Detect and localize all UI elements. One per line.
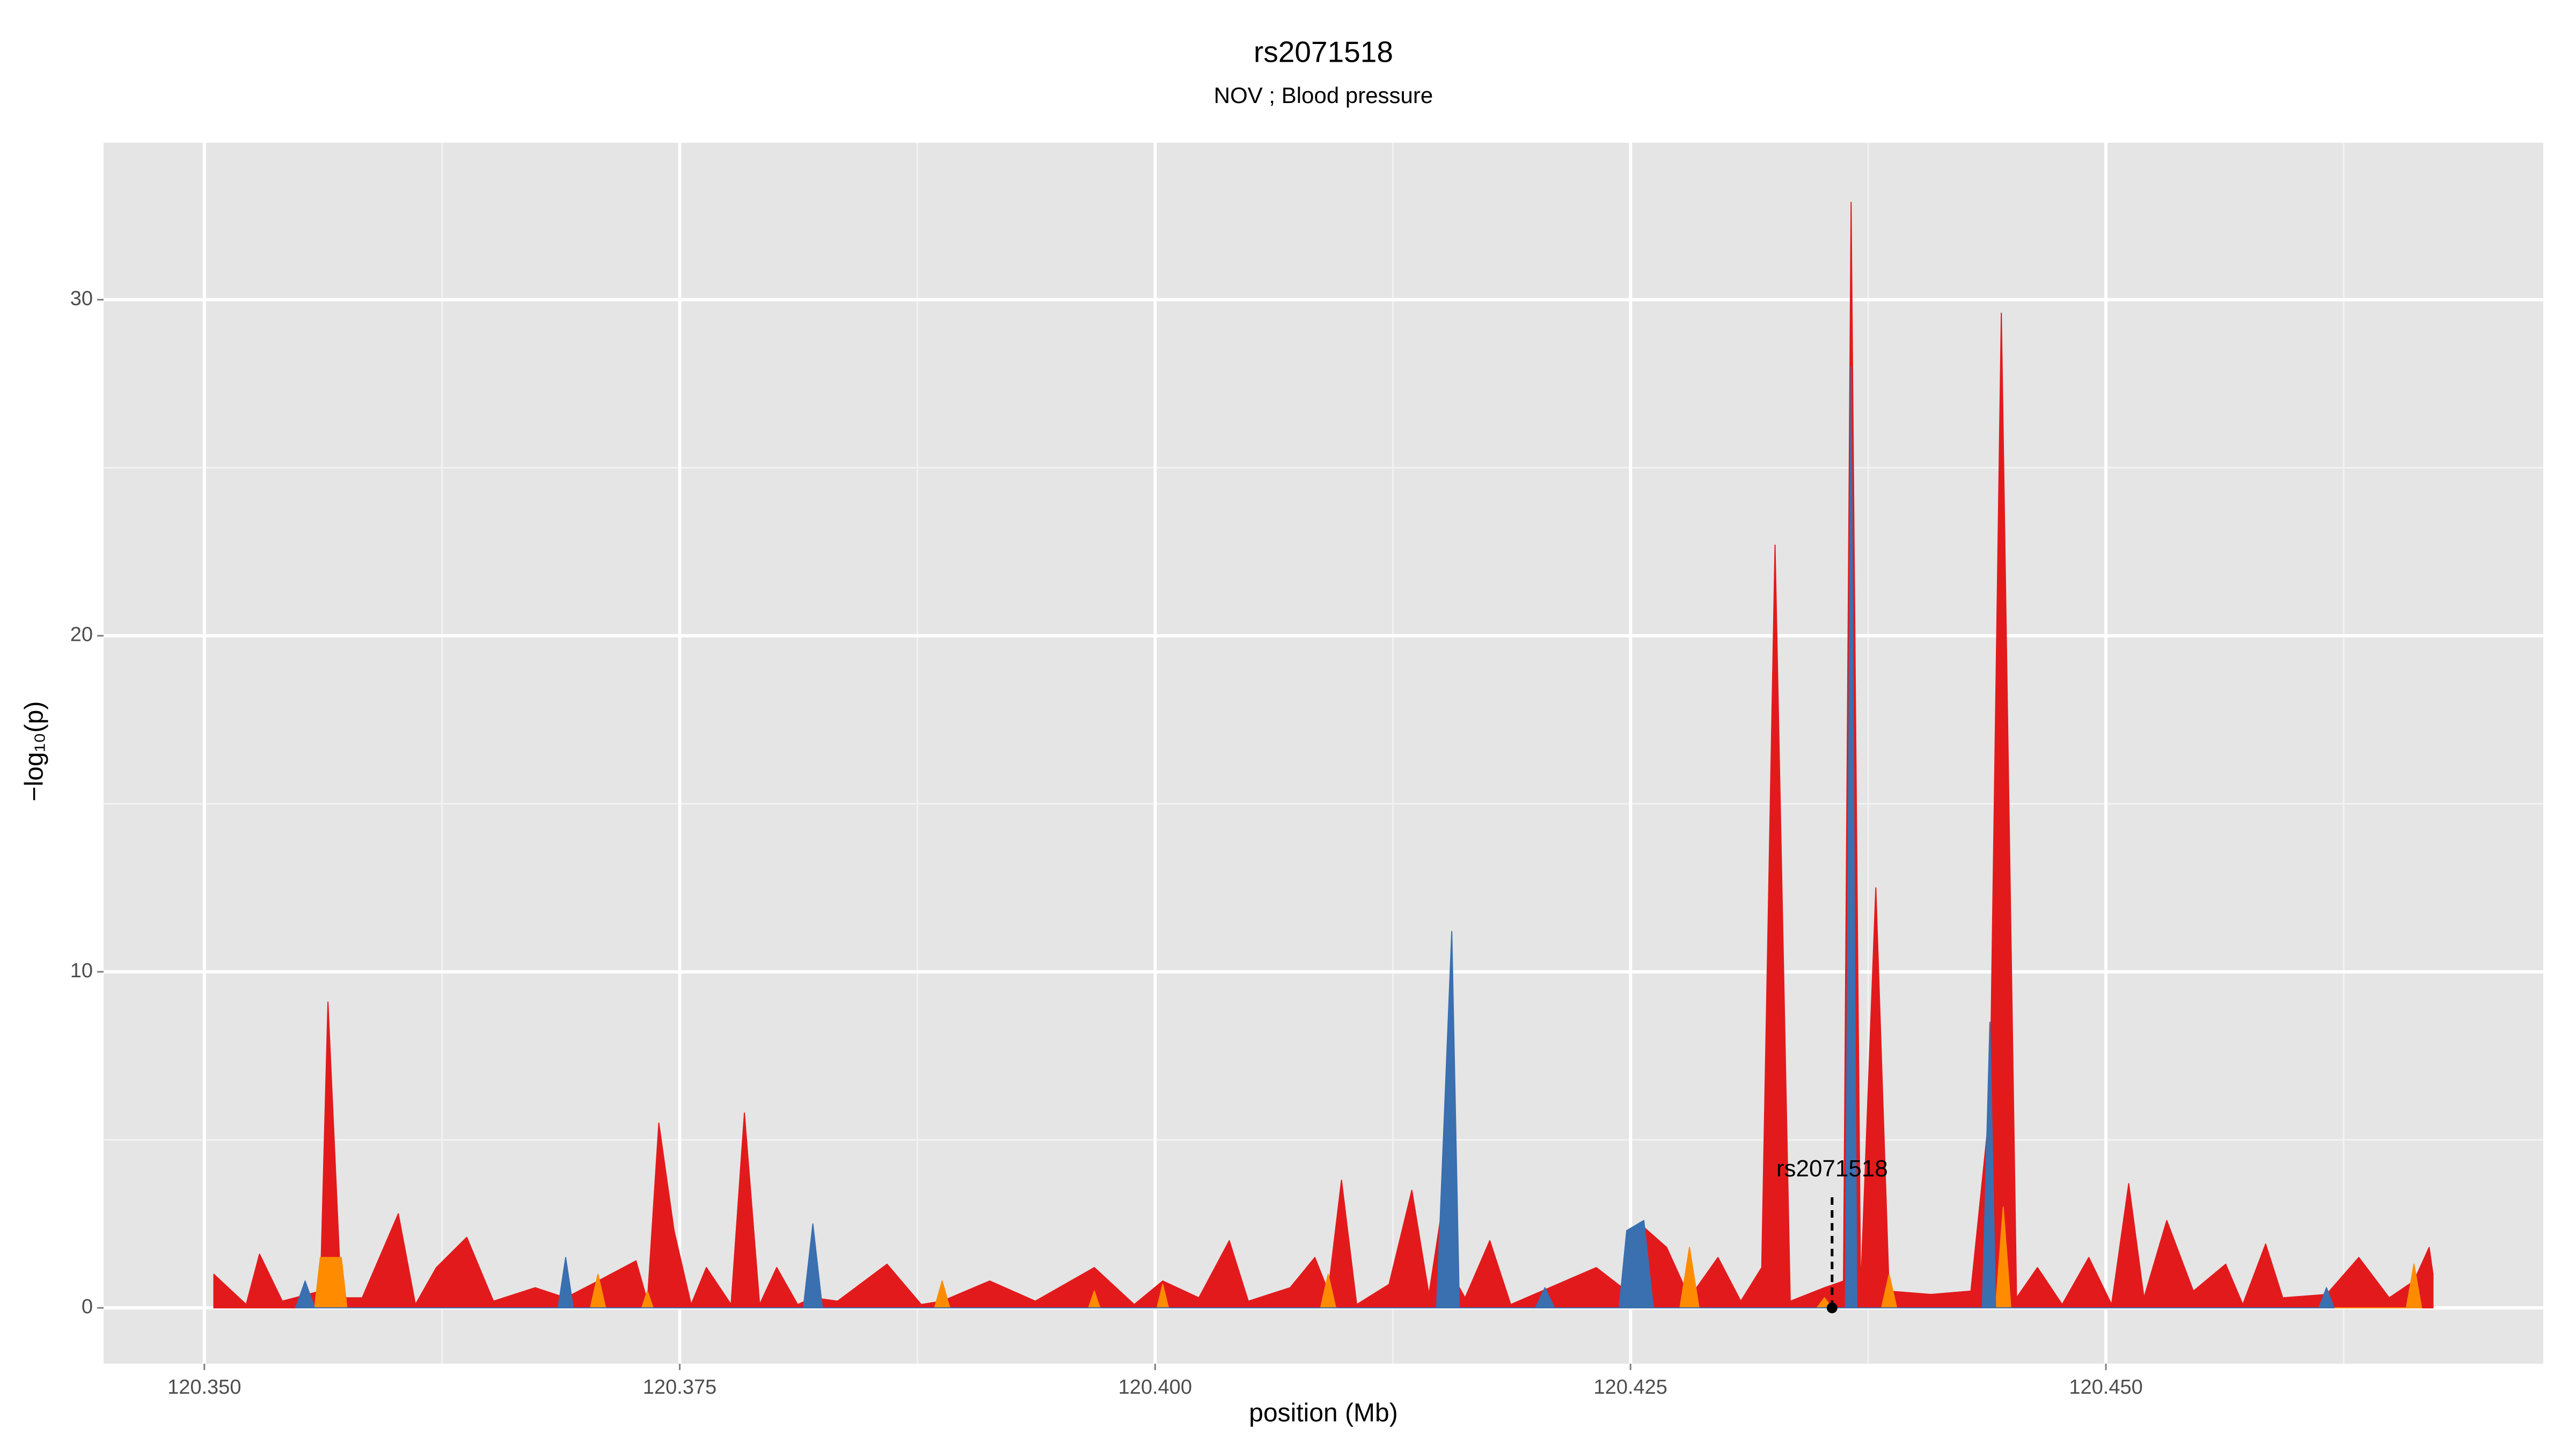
y-tick-label: 20 [70,624,93,646]
annotation-label: rs2071518 [1776,1155,1888,1182]
x-tick-label: 120.450 [2069,1376,2142,1399]
y-tick-label: 0 [82,1296,93,1318]
y-tick-label: 10 [70,960,93,982]
chart-title: rs2071518 [1254,35,1393,69]
x-tick-label: 120.350 [167,1376,241,1399]
area [213,201,2434,1309]
y-axis-title: −log₁₀(p) [20,701,49,802]
x-axis-title: position (Mb) [1249,1399,1397,1428]
chart-subtitle: NOV ; Blood pressure [1214,83,1433,108]
x-tick-label: 120.425 [1594,1376,1667,1399]
y-tick-label: 30 [70,287,93,310]
area [295,366,2335,1309]
x-tick-label: 120.400 [1118,1376,1192,1399]
annotation-point [1826,1302,1838,1314]
plot-background [104,143,2543,1364]
x-tick-label: 120.375 [643,1376,716,1399]
